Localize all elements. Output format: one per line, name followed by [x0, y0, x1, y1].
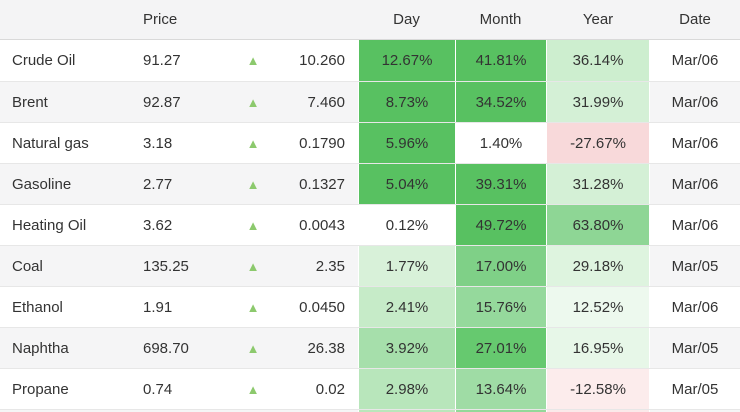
date-value: Mar/05: [650, 328, 740, 368]
up-arrow-icon: ▲: [246, 217, 260, 233]
day-percent-cell: 5.04%: [358, 164, 455, 204]
table-row-coal: Coal 135.25 ▲ 2.35 1.77% 17.00% 29.18% M…: [0, 245, 740, 286]
up-arrow-icon: ▲: [246, 94, 260, 110]
header-day: Day: [393, 11, 420, 28]
change-value: 0.0450: [299, 298, 345, 316]
table-row-naphtha: Naphtha 698.70 ▲ 26.38 3.92% 27.01% 16.9…: [0, 327, 740, 368]
change-value: 0.1790: [299, 134, 345, 152]
year-percent-cell: 29.18%: [546, 246, 650, 286]
year-percent-cell: -27.67%: [546, 123, 650, 163]
up-arrow-icon: ▲: [246, 176, 260, 192]
year-percent-cell: 36.14%: [546, 40, 650, 81]
date-value: Mar/05: [650, 246, 740, 286]
header-name: [0, 0, 131, 39]
date-value: Mar/06: [671, 216, 719, 234]
date-value: Mar/06: [650, 164, 740, 204]
table-row-gasoline: Gasoline 2.77 ▲ 0.1327 5.04% 39.31% 31.2…: [0, 163, 740, 204]
date-value: Mar/06: [650, 82, 740, 122]
month-percent-cell: 1.40%: [455, 123, 546, 163]
commodity-name-link[interactable]: Gasoline: [0, 164, 131, 204]
change-value: 10.260: [299, 52, 345, 69]
table-row-natural-gas: Natural gas 3.18 ▲ 0.1790 5.96% 1.40% -2…: [0, 122, 740, 163]
change-value: 7.460: [275, 82, 358, 122]
change-value: 26.38: [275, 328, 358, 368]
date-value: Mar/06: [671, 134, 719, 152]
header-arrow-spacer: [231, 0, 275, 39]
partial-next-row: [0, 409, 740, 412]
commodity-name-link[interactable]: Brent: [0, 82, 131, 122]
commodity-name-link[interactable]: Naphtha: [0, 328, 131, 368]
commodity-name-link[interactable]: Natural gas: [12, 134, 89, 152]
commodity-name-link[interactable]: Ethanol: [12, 298, 63, 316]
table-row-brent: Brent 92.87 ▲ 7.460 8.73% 34.52% 31.99% …: [0, 81, 740, 122]
month-percent-cell: 41.81%: [455, 40, 546, 81]
up-arrow-icon: ▲: [246, 53, 260, 68]
commodity-name-link[interactable]: Crude Oil: [12, 52, 76, 69]
day-percent-cell: 2.98%: [358, 369, 455, 409]
date-value: Mar/06: [671, 52, 719, 69]
price-value: 698.70: [131, 328, 231, 368]
up-arrow-icon: ▲: [246, 135, 260, 151]
price-value: 135.25: [131, 246, 231, 286]
year-percent-cell: -12.58%: [546, 369, 650, 409]
day-percent-cell: 12.67%: [358, 40, 455, 81]
price-value: 3.18: [143, 134, 173, 152]
day-percent-cell: 8.73%: [358, 82, 455, 122]
year-percent-cell: 63.80%: [546, 205, 650, 245]
price-value: 0.74: [143, 380, 173, 398]
year-percent-cell: 12.52%: [546, 287, 650, 327]
change-value: 0.1327: [275, 164, 358, 204]
header-change-spacer: [275, 0, 358, 39]
month-percent-cell: [455, 410, 546, 412]
header-month: Month: [479, 11, 522, 28]
month-percent-cell: 49.72%: [455, 205, 546, 245]
header-year: Year: [582, 11, 614, 28]
up-arrow-icon: ▲: [246, 258, 260, 274]
price-value: 91.27: [143, 52, 181, 69]
table-row-ethanol: Ethanol 1.91 ▲ 0.0450 2.41% 15.76% 12.52…: [0, 286, 740, 327]
up-arrow-icon: ▲: [246, 340, 260, 356]
table-row-heating-oil: Heating Oil 3.62 ▲ 0.0043 0.12% 49.72% 6…: [0, 204, 740, 245]
up-arrow-icon: ▲: [246, 381, 260, 397]
table-row-propane: Propane 0.74 ▲ 0.02 2.98% 13.64% -12.58%…: [0, 368, 740, 409]
date-value: Mar/06: [671, 298, 719, 316]
month-percent-cell: 27.01%: [455, 328, 546, 368]
up-arrow-icon: ▲: [246, 299, 260, 315]
month-percent-cell: 15.76%: [455, 287, 546, 327]
change-value: 2.35: [275, 246, 358, 286]
commodity-name-link[interactable]: Coal: [0, 246, 131, 286]
day-percent-cell: 5.96%: [358, 123, 455, 163]
change-value: 0.02: [315, 380, 345, 398]
day-percent-cell: 1.77%: [358, 246, 455, 286]
year-percent-cell: 16.95%: [546, 328, 650, 368]
day-percent-cell: [358, 410, 455, 412]
day-percent-cell: 0.12%: [358, 205, 455, 245]
month-percent-cell: 34.52%: [455, 82, 546, 122]
header-date: Date: [679, 11, 711, 28]
month-percent-cell: 39.31%: [455, 164, 546, 204]
commodity-name-link[interactable]: Propane: [12, 380, 69, 398]
table-row-crude-oil: Crude Oil 91.27 ▲ 10.260 12.67% 41.81% 3…: [0, 40, 740, 81]
change-value: 0.0043: [299, 216, 345, 234]
price-value: 1.91: [143, 298, 173, 316]
year-percent-cell: 31.28%: [546, 164, 650, 204]
price-value: 2.77: [131, 164, 231, 204]
price-value: 3.62: [143, 216, 173, 234]
day-percent-cell: 3.92%: [358, 328, 455, 368]
year-percent-cell: 31.99%: [546, 82, 650, 122]
table-header-row: Price Day Month Year Date: [0, 0, 740, 40]
month-percent-cell: 13.64%: [455, 369, 546, 409]
commodity-name-link[interactable]: Heating Oil: [12, 216, 87, 234]
year-percent-cell: [546, 410, 650, 412]
month-percent-cell: 17.00%: [455, 246, 546, 286]
header-price: Price: [143, 11, 178, 28]
date-value: Mar/05: [671, 380, 719, 398]
price-value: 92.87: [131, 82, 231, 122]
day-percent-cell: 2.41%: [358, 287, 455, 327]
